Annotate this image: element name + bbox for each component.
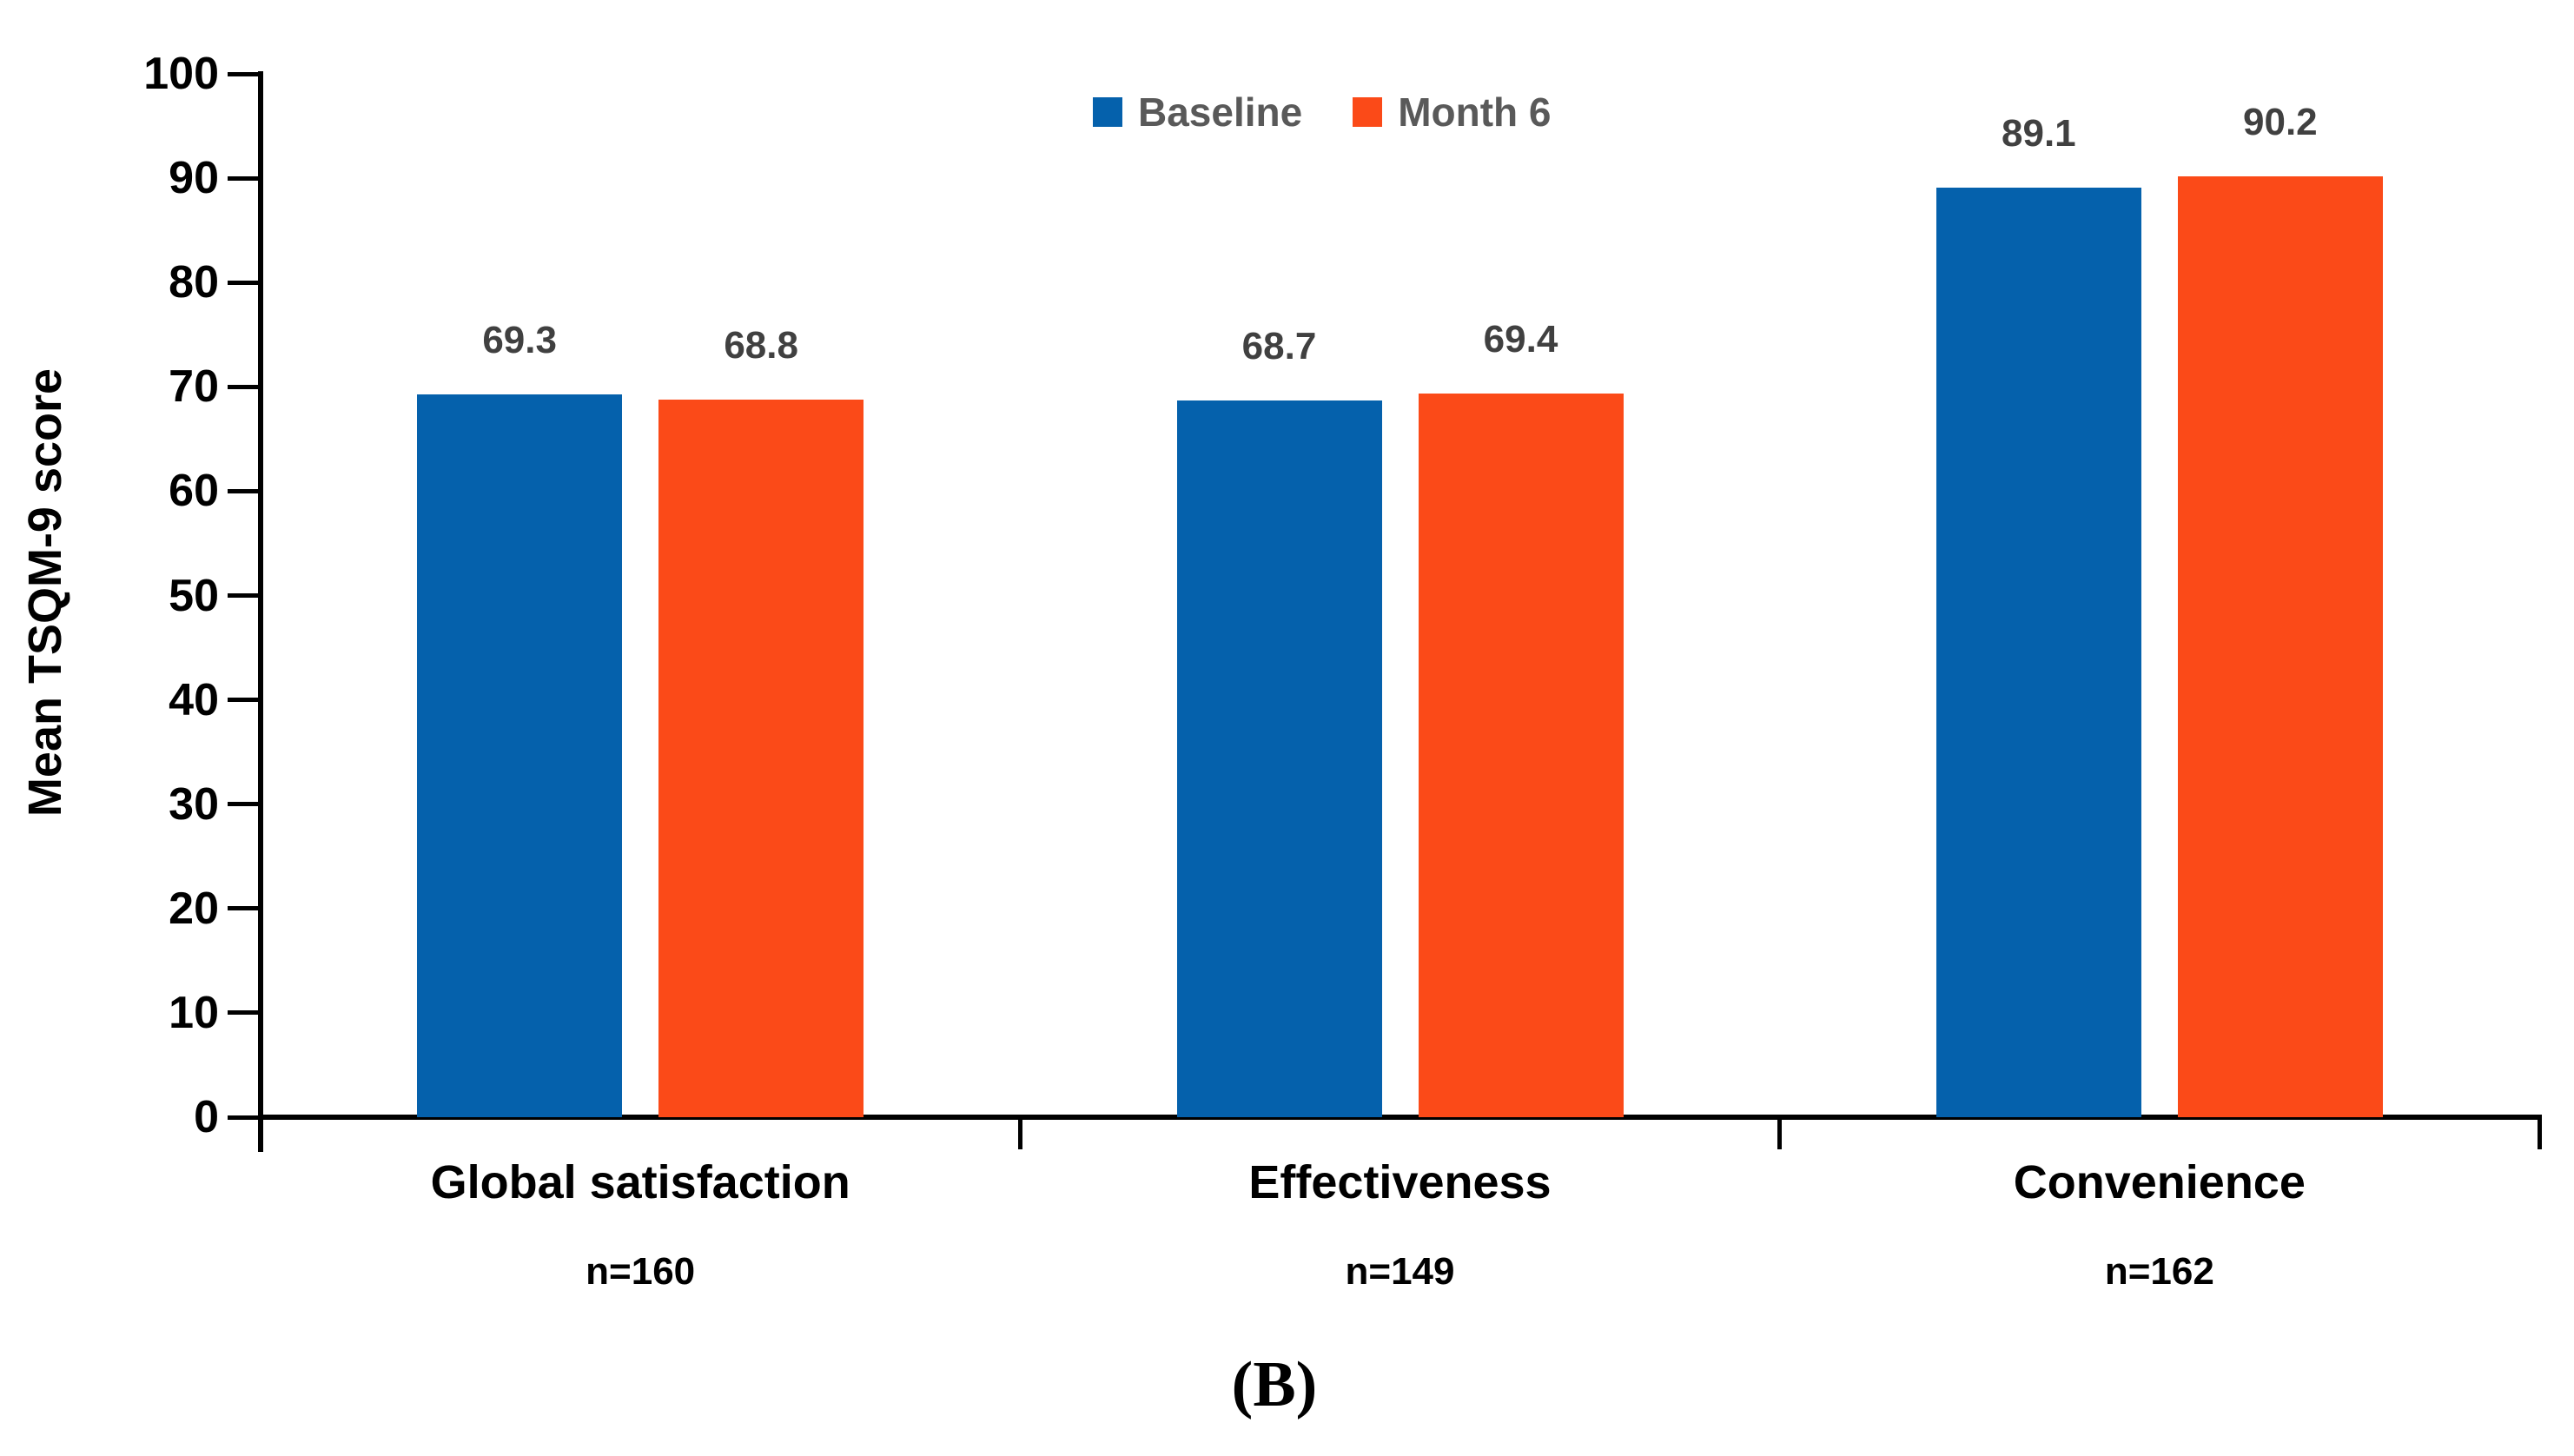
count-label-effectiveness: n=149 bbox=[1345, 1250, 1455, 1293]
x-axis-tick bbox=[1777, 1115, 1783, 1149]
y-tick bbox=[228, 384, 258, 389]
x-axis-tick bbox=[2537, 1115, 2542, 1149]
y-axis-line bbox=[258, 71, 263, 1152]
category-label-global-satisfaction: Global satisfaction bbox=[430, 1156, 850, 1208]
y-tick-label: 100 bbox=[143, 49, 219, 99]
y-tick-label: 50 bbox=[169, 570, 219, 621]
value-label-baseline-convenience: 89.1 bbox=[2002, 111, 2076, 155]
legend-item-baseline: Baseline bbox=[1093, 92, 1302, 132]
figure-caption: (B) bbox=[1231, 1349, 1318, 1420]
legend-label-month-6: Month 6 bbox=[1398, 89, 1552, 135]
bar-baseline-effectiveness bbox=[1176, 400, 1382, 1117]
y-tick-label: 80 bbox=[169, 257, 219, 308]
y-tick bbox=[228, 802, 258, 807]
x-axis-tick bbox=[1017, 1115, 1022, 1149]
y-tick-label: 0 bbox=[194, 1092, 219, 1142]
y-tick-label: 60 bbox=[169, 466, 219, 517]
y-tick bbox=[228, 71, 258, 76]
bar-baseline-global-satisfaction bbox=[417, 394, 623, 1117]
category-label-convenience: Convenience bbox=[2013, 1156, 2306, 1208]
value-label-month-6-effectiveness: 69.4 bbox=[1483, 317, 1558, 361]
y-tick-label: 10 bbox=[169, 987, 219, 1038]
y-tick bbox=[228, 906, 258, 911]
y-tick-label: 90 bbox=[169, 153, 219, 204]
y-tick bbox=[228, 1115, 258, 1120]
bar-baseline-convenience bbox=[1935, 187, 2141, 1117]
value-label-baseline-global-satisfaction: 69.3 bbox=[482, 318, 557, 361]
y-tick-label: 30 bbox=[169, 778, 219, 830]
bar-month-6-effectiveness bbox=[1418, 393, 1624, 1117]
legend-swatch-month-6 bbox=[1353, 97, 1383, 127]
y-tick bbox=[228, 698, 258, 703]
legend-item-month-6: Month 6 bbox=[1353, 89, 1552, 135]
y-tick bbox=[228, 175, 258, 181]
legend: Baseline Month 6 bbox=[1093, 92, 1552, 132]
bar-month-6-convenience bbox=[2177, 175, 2383, 1117]
legend-swatch-baseline bbox=[1093, 97, 1122, 127]
y-tick bbox=[228, 593, 258, 598]
y-tick bbox=[228, 488, 258, 493]
bar-month-6-global-satisfaction bbox=[658, 399, 864, 1117]
count-label-convenience: n=162 bbox=[2104, 1250, 2214, 1293]
value-label-month-6-convenience: 90.2 bbox=[2243, 100, 2318, 143]
value-label-month-6-global-satisfaction: 68.8 bbox=[724, 323, 798, 367]
value-label-baseline-effectiveness: 68.7 bbox=[1241, 324, 1317, 367]
count-label-global-satisfaction: n=160 bbox=[586, 1250, 696, 1293]
y-tick-label: 40 bbox=[169, 674, 219, 725]
category-label-effectiveness: Effectiveness bbox=[1248, 1156, 1552, 1208]
y-tick-label: 20 bbox=[169, 883, 219, 934]
legend-label-baseline: Baseline bbox=[1138, 89, 1303, 135]
y-tick-label: 70 bbox=[169, 361, 219, 413]
y-tick bbox=[228, 280, 258, 285]
x-axis-line bbox=[258, 1115, 2539, 1120]
y-tick bbox=[228, 1010, 258, 1016]
